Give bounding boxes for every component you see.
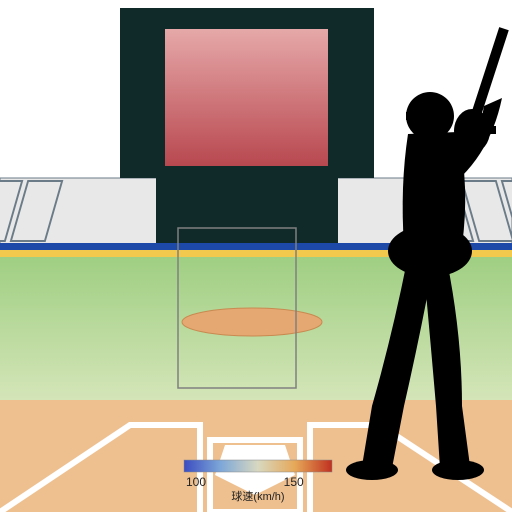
legend-tick: 100 [186, 475, 206, 489]
pitch-location-diagram: 100 150球速(km/h) [0, 0, 512, 512]
scoreboard-screen [165, 29, 328, 166]
legend-label: 球速(km/h) [231, 489, 284, 503]
legend-tick: 150 [284, 475, 304, 489]
mound [182, 308, 322, 336]
scene-svg: 100 150球速(km/h) [0, 0, 512, 512]
scoreboard-foot [156, 178, 338, 248]
